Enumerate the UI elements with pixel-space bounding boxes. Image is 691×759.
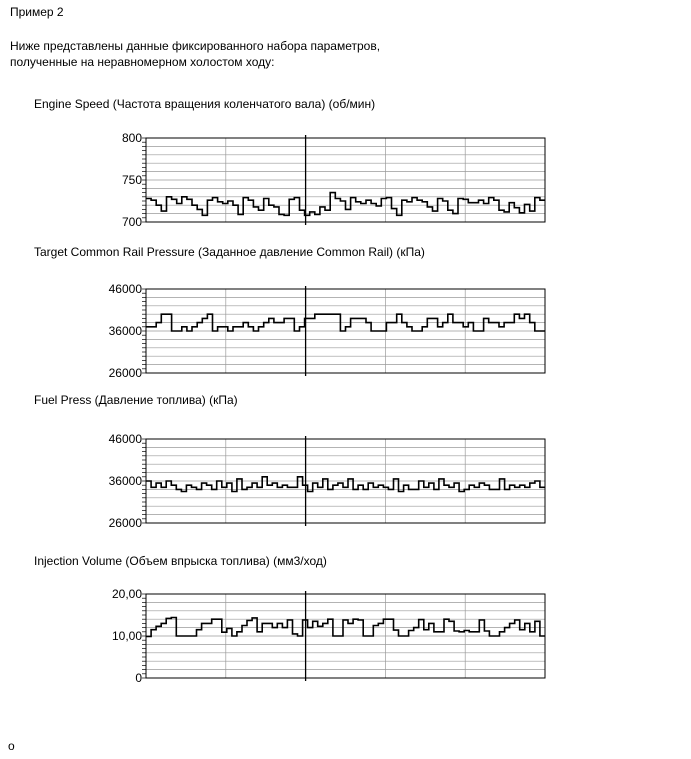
series-line xyxy=(146,191,545,217)
y-tick-label: 26000 xyxy=(109,366,143,380)
y-tick-label: 46000 xyxy=(109,432,143,446)
chart-title-engine-speed: Engine Speed (Частота вращения коленчато… xyxy=(34,97,376,111)
y-tick-label: 26000 xyxy=(109,516,143,530)
series-line xyxy=(146,476,545,493)
chart-target-rail-pressure: 26000 36000 46000 xyxy=(109,282,546,380)
chart-title-fuel-press: Fuel Press (Давление топлива) (кПа) xyxy=(34,393,238,407)
chart-fuel-press: 26000 36000 46000 xyxy=(109,432,546,530)
y-tick-label: 36000 xyxy=(109,474,143,488)
y-tick-label: 10,00 xyxy=(112,629,142,643)
intro-line-1: Ниже представлены данные фиксированного … xyxy=(10,39,381,53)
y-tick-label: 36000 xyxy=(109,324,143,338)
chart-injection-volume: 0 10,00 20,00 xyxy=(112,587,546,685)
plot-frame xyxy=(145,137,546,223)
y-tick-label: 20,00 xyxy=(112,587,142,601)
y-tick-label: 750 xyxy=(122,173,142,187)
y-tick-label: 0 xyxy=(135,671,142,685)
y-tick-label: 46000 xyxy=(109,282,143,296)
series-line xyxy=(146,616,545,638)
y-tick-label: 800 xyxy=(122,131,142,145)
chart-title-target-rail-pressure: Target Common Rail Pressure (Заданное да… xyxy=(34,245,425,259)
chart-engine-speed: 700 750 800 xyxy=(122,131,546,229)
page-heading: Пример 2 xyxy=(10,5,64,19)
intro-line-2: полученные на неравномерном холостом ход… xyxy=(10,55,275,69)
y-tick-label: 700 xyxy=(122,215,142,229)
footer-mark: o xyxy=(8,739,15,753)
series-line xyxy=(146,313,545,332)
chart-title-injection-volume: Injection Volume (Объем впрыска топлива)… xyxy=(34,554,327,568)
